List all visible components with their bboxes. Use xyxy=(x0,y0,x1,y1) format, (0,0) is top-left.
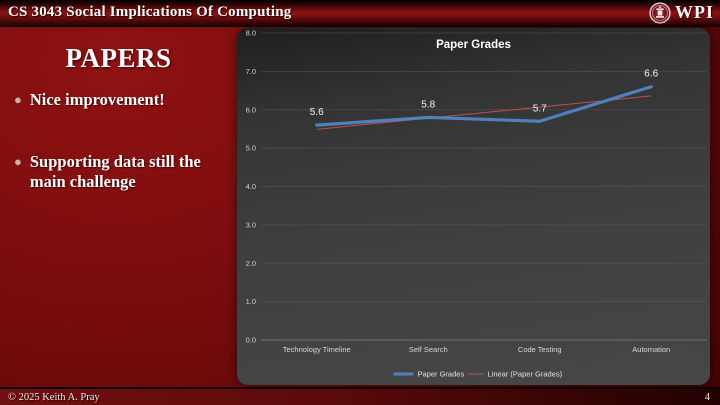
bullet-item: ● Supporting data still the main challen… xyxy=(14,152,225,192)
series-line xyxy=(315,85,653,127)
wpi-logo-text: WPI xyxy=(675,2,714,22)
x-axis-category-label: Self Search xyxy=(409,345,448,354)
bullet-icon: ● xyxy=(14,154,22,169)
data-label: 5.6 xyxy=(310,107,324,118)
y-axis-tick-label: 1.0 xyxy=(246,297,256,306)
y-axis-tick-label: 4.0 xyxy=(246,182,256,191)
bullet-text: Supporting data still the main challenge xyxy=(29,152,201,191)
y-axis-tick-label: 0.0 xyxy=(246,336,256,345)
paper-grades-chart: 0.0 1.0 2.0 3.0 4.0 5.0 6.0 7.0 8.0 Technology Ti… xyxy=(246,29,707,379)
y-axis-tick-label: 6.0 xyxy=(246,105,256,114)
course-title: CS 3043 Social Implications Of Computing xyxy=(8,4,292,20)
x-axis-category-label: Code Testing xyxy=(518,345,562,354)
slide-footer-bar: © 2025 Keith A. Pray 4 xyxy=(0,387,720,405)
bullet-item: ● Nice improvement! xyxy=(14,90,225,110)
paper-grades-chart-panel: 0.0 1.0 2.0 3.0 4.0 5.0 6.0 7.0 8.0 Technology Ti… xyxy=(237,28,710,385)
wpi-seal-icon xyxy=(649,1,671,24)
bullet-list: ● Nice improvement! ● Supporting data st… xyxy=(0,90,237,192)
legend-trendline-label: Linear (Paper Grades) xyxy=(488,370,563,379)
y-axis-tick-label: 8.0 xyxy=(246,29,256,38)
x-axis-category-label: Automation xyxy=(632,345,670,354)
bullet-icon: ● xyxy=(14,92,22,107)
y-axis-tick-label: 7.0 xyxy=(246,67,256,76)
page-number: 4 xyxy=(704,391,710,403)
wpi-logo: WPI xyxy=(649,1,714,24)
x-axis-category-label: Technology Timeline xyxy=(283,345,351,354)
bullet-text: Nice improvement! xyxy=(29,90,165,109)
data-label: 5.8 xyxy=(421,99,435,110)
slide-header-bar: CS 3043 Social Implications Of Computing… xyxy=(0,0,720,27)
slide-title: PAPERS xyxy=(65,43,172,73)
trendline xyxy=(316,95,652,130)
y-axis-tick-label: 2.0 xyxy=(246,259,256,268)
legend-series-label: Paper Grades xyxy=(418,370,465,379)
data-label: 5.7 xyxy=(533,103,547,114)
copyright-text: © 2025 Keith A. Pray xyxy=(8,391,100,403)
y-axis-tick-label: 3.0 xyxy=(246,220,256,229)
slide-text-column: PAPERS ● Nice improvement! ● Supporting … xyxy=(0,27,237,234)
y-axis-tick-label: 5.0 xyxy=(246,144,256,153)
chart-title: Paper Grades xyxy=(436,39,511,51)
data-label: 6.6 xyxy=(644,69,658,80)
